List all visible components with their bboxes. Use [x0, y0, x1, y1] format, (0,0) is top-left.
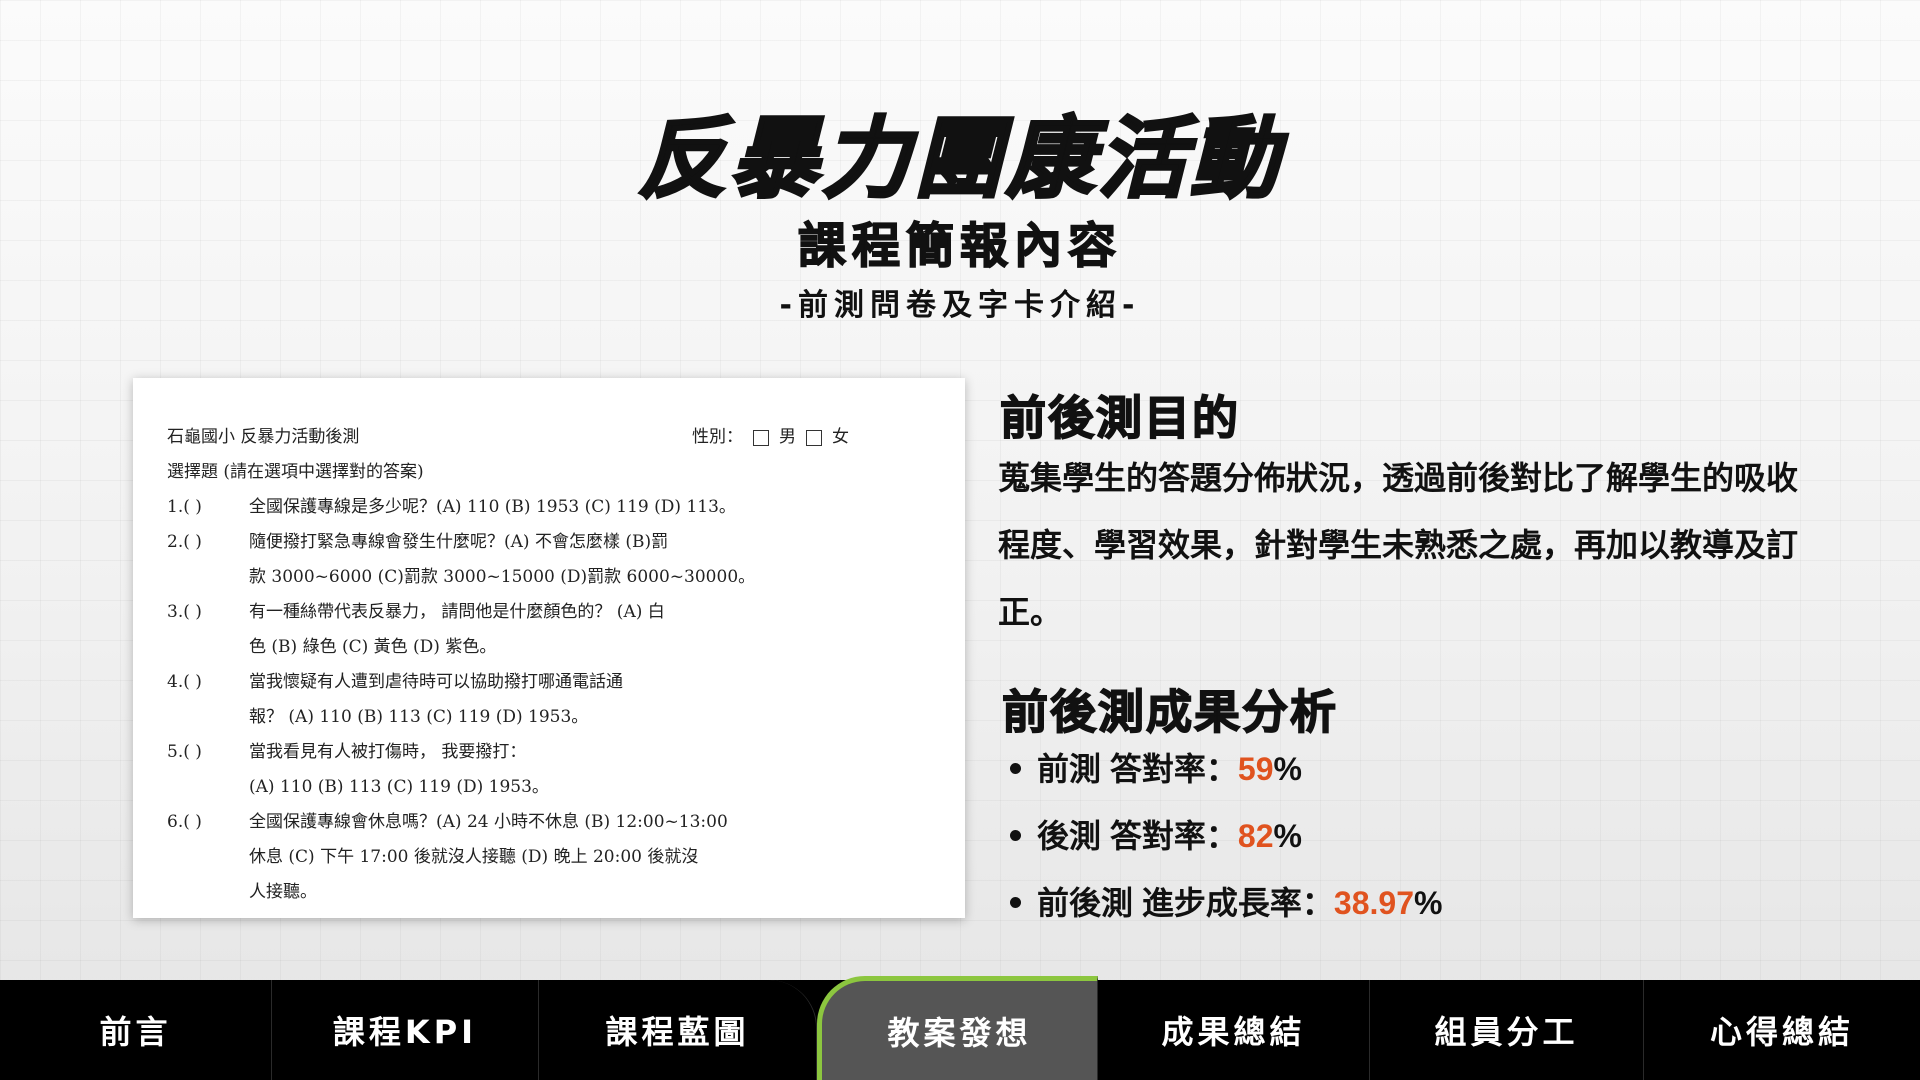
question-text: 色 (B) 綠色 (C) 黃色 (D) 紫色。 [249, 637, 497, 657]
question-text: 款 3000~6000 (C)罰款 3000~15000 (D)罰款 6000~… [249, 567, 756, 587]
result-unit: % [1273, 818, 1302, 854]
result-label: 前測 答對率： [1037, 751, 1238, 787]
gender-male-label: 男 [779, 427, 796, 447]
question-text: 報？ (A) 110 (B) 113 (C) 119 (D) 1953。 [249, 707, 589, 727]
questionnaire-heading: 石龜國小 反暴力活動後測 [167, 427, 360, 447]
nav-tab-results[interactable]: 成果總結 [1098, 980, 1370, 1080]
question-text: 全國保護專線是多少呢？(A) 110 (B) 1953 (C) 119 (D) … [249, 497, 736, 517]
question-number: 6.( ) [167, 812, 202, 832]
nav-tab-lesson-ideas[interactable]: 教案發想 [817, 976, 1098, 1080]
question-line: 人接聽。 [167, 875, 929, 910]
result-item-pretest: 前測 答對率： 59 % [1010, 745, 1442, 812]
checkbox-female [806, 429, 822, 446]
purpose-body: 蒐集學生的答題分佈狀況，透過前後對比了解學生的吸收程度、學習效果，針對學生未熟悉… [998, 460, 1799, 630]
question-line: 2.( ) 隨便撥打緊急專線會發生什麼呢？(A) 不會怎麼樣 (B)罰 [167, 525, 929, 560]
section-title: -前測問卷及字卡介紹- [779, 288, 1141, 323]
result-label: 後測 答對率： [1037, 818, 1238, 854]
result-unit: % [1413, 885, 1443, 921]
results-list: 前測 答對率： 59 % 後測 答對率： 82 % 前後測 進步成長率： 38.… [1010, 745, 1442, 946]
result-value: 38.97 [1333, 885, 1414, 921]
bullet-dot [1010, 830, 1021, 841]
result-value: 59 [1237, 751, 1274, 787]
gender-female-label: 女 [832, 427, 849, 447]
questionnaire-header: 石龜國小 反暴力活動後測 性別： 男 女 [167, 420, 929, 455]
nav-tab-intro[interactable]: 前言 [0, 980, 272, 1080]
nav-tab-kpi[interactable]: 課程KPI [272, 980, 539, 1080]
result-label: 前後測 進步成長率： [1037, 885, 1334, 921]
results-heading: 前後測成果分析 [1001, 684, 1338, 740]
nav-tab-reflection[interactable]: 心得總結 [1709, 1013, 1854, 1051]
question-line: (A) 110 (B) 113 (C) 119 (D) 1953。 [167, 770, 929, 805]
question-number: 4.( ) [167, 672, 202, 692]
bullet-dot [1010, 897, 1021, 908]
question-text: 休息 (C) 下午 17:00 後就沒人接聽 (D) 晚上 20:00 後就沒 [249, 847, 699, 867]
gender-field: 性別： 男 女 [692, 420, 849, 455]
question-line: 色 (B) 綠色 (C) 黃色 (D) 紫色。 [167, 630, 929, 665]
question-number: 5.( ) [167, 742, 202, 762]
question-line: 休息 (C) 下午 17:00 後就沒人接聽 (D) 晚上 20:00 後就沒 [167, 840, 929, 875]
result-unit: % [1273, 751, 1302, 787]
purpose-heading: 前後測目的 [999, 390, 1240, 446]
question-line: 6.( ) 全國保護專線會休息嗎？(A) 24 小時不休息 (B) 12:00~1… [167, 805, 929, 840]
question-number: 3.( ) [167, 602, 202, 622]
question-text: 人接聽。 [249, 882, 317, 902]
result-item-posttest: 後測 答對率： 82 % [1010, 812, 1442, 879]
questionnaire-document: 石龜國小 反暴力活動後測 性別： 男 女 選擇題 (請在選項中選擇對的答案) 1… [133, 378, 965, 918]
question-text: 隨便撥打緊急專線會發生什麼呢？(A) 不會怎麼樣 (B)罰 [249, 532, 669, 552]
page-title: 反暴力團康活動 [636, 106, 1282, 212]
question-number: 1.( ) [167, 497, 202, 517]
bottom-nav: 前言 課程KPI 課程藍圖 教案發想 成果總結 組員分工 心得總結 [0, 976, 1920, 1080]
question-text: 當我看見有人被打傷時， 我要撥打： [249, 742, 527, 762]
question-list: 1.( ) 全國保護專線是多少呢？(A) 110 (B) 1953 (C) 119… [167, 490, 929, 910]
question-line: 報？ (A) 110 (B) 113 (C) 119 (D) 1953。 [167, 700, 929, 735]
question-text: (A) 110 (B) 113 (C) 119 (D) 1953。 [249, 777, 549, 797]
question-line: 款 3000~6000 (C)罰款 3000~15000 (D)罰款 6000~… [167, 560, 929, 595]
bullet-dot [1010, 763, 1021, 774]
question-number: 2.( ) [167, 532, 202, 552]
question-line: 4.( ) 當我懷疑有人遭到虐待時可以協助撥打哪通電話通 [167, 665, 929, 700]
question-line: 1.( ) 全國保護專線是多少呢？(A) 110 (B) 1953 (C) 119… [167, 490, 929, 525]
question-text: 當我懷疑有人遭到虐待時可以協助撥打哪通電話通 [249, 672, 623, 692]
result-item-growth: 前後測 進步成長率： 38.97 % [1010, 879, 1442, 946]
checkbox-male [753, 429, 769, 446]
question-line: 3.( ) 有一種絲帶代表反暴力， 請問他是什麼顏色的？ (A) 白 [167, 595, 929, 630]
question-text: 全國保護專線會休息嗎？(A) 24 小時不休息 (B) 12:00~13:00 [249, 812, 728, 832]
result-value: 82 [1237, 818, 1274, 854]
questionnaire-instruction: 選擇題 (請在選項中選擇對的答案) [167, 462, 424, 482]
question-line: 5.( ) 當我看見有人被打傷時， 我要撥打： [167, 735, 929, 770]
question-text: 有一種絲帶代表反暴力， 請問他是什麼顏色的？ (A) 白 [249, 602, 665, 622]
nav-tab-team[interactable]: 組員分工 [1370, 980, 1644, 1080]
nav-tab-blueprint[interactable]: 課程藍圖 [539, 980, 817, 1080]
gender-label: 性別： [692, 427, 743, 447]
page-subtitle: 課程簡報內容 [797, 217, 1122, 275]
